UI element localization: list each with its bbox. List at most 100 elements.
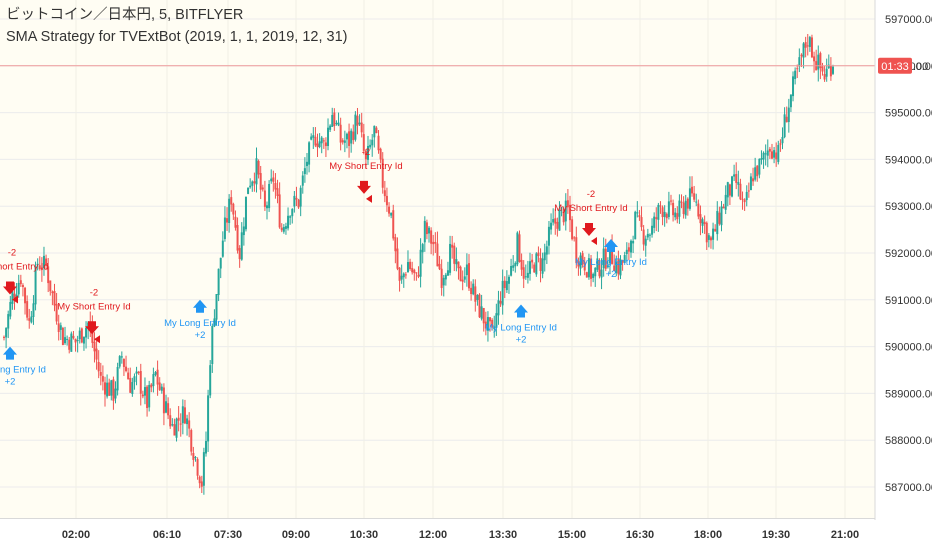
candle-body xyxy=(554,218,557,224)
candle-body xyxy=(770,151,773,159)
signal-qty: +2 xyxy=(195,330,206,341)
candle-body xyxy=(377,135,380,151)
candle-body xyxy=(794,70,797,80)
candle-body xyxy=(249,185,252,188)
candle-body xyxy=(699,214,702,224)
y-tick-label: 592000.00 xyxy=(885,248,932,260)
candle-body xyxy=(501,280,504,306)
candle-body xyxy=(731,176,734,197)
candle-body xyxy=(274,182,277,190)
candle-body xyxy=(59,325,62,330)
y-axis[interactable]: 597000.00596000.00595000.00594000.005930… xyxy=(885,14,932,494)
candle-body xyxy=(322,140,325,142)
candle-body xyxy=(137,371,140,373)
candle-body xyxy=(434,241,437,244)
price-tag-suffix: .00 xyxy=(913,61,928,73)
candle-body xyxy=(398,267,401,281)
signal-label: My Long Entry Id xyxy=(164,318,236,329)
candle-body xyxy=(602,248,605,269)
candle-body xyxy=(49,280,52,292)
candle-body xyxy=(103,382,106,395)
signal-qty: +2 xyxy=(606,269,617,280)
candle-body xyxy=(813,56,816,62)
candle-body xyxy=(375,127,378,134)
price-tag: 01:33 .00 xyxy=(878,57,928,74)
candle-body xyxy=(568,204,571,221)
entry-triangle-icon xyxy=(94,335,100,344)
candle-body xyxy=(143,387,146,396)
candle-body xyxy=(489,317,492,322)
candle-body xyxy=(446,270,449,276)
signal-label: My Long Entry Id xyxy=(485,322,557,333)
candle-body xyxy=(61,327,64,345)
chart-title: ビットコイン／日本円, 5, BITFLYER xyxy=(6,6,243,23)
candle-body xyxy=(188,420,191,429)
candle-body xyxy=(388,206,391,214)
candle-body xyxy=(293,195,296,207)
candle-body xyxy=(823,73,826,80)
candle-body xyxy=(524,276,527,278)
candle-body xyxy=(676,213,679,220)
candle-body xyxy=(499,300,502,304)
candle-body xyxy=(183,407,186,424)
signal-qty: -2 xyxy=(8,248,16,259)
candle-body xyxy=(560,207,563,209)
candle-body xyxy=(457,261,460,269)
candle-body xyxy=(634,211,637,240)
candle-body xyxy=(686,198,689,209)
candle-body xyxy=(556,221,559,229)
candle-body xyxy=(30,316,33,323)
x-axis[interactable]: 02:00 06:10 07:30 09:00 10:30 12:00 13:30 15:00… xyxy=(62,529,859,541)
candle-body xyxy=(333,112,336,126)
candle-body xyxy=(194,457,197,459)
candle-body xyxy=(301,175,304,186)
candle-body xyxy=(110,380,113,396)
candle-body xyxy=(297,199,300,208)
candle-body xyxy=(646,233,649,238)
candle-body xyxy=(543,252,546,261)
candle-body xyxy=(627,247,630,252)
signal-qty: -2 xyxy=(90,287,98,298)
y-tick-label: 589000.00 xyxy=(885,388,932,400)
candle-body xyxy=(430,230,433,244)
x-tick-label: 12:00 xyxy=(419,529,447,541)
candle-body xyxy=(238,248,241,260)
candle-body xyxy=(758,158,761,175)
candle-body xyxy=(550,222,553,230)
candle-body xyxy=(720,206,723,226)
candle-body xyxy=(775,152,778,160)
candle-body xyxy=(737,182,740,185)
candle-body xyxy=(480,306,483,319)
candle-body xyxy=(436,243,439,267)
candle-body xyxy=(680,201,683,203)
grid xyxy=(0,0,875,518)
candle-body xyxy=(99,372,102,376)
candle-body xyxy=(350,130,353,144)
candle-body xyxy=(223,217,226,239)
candle-body xyxy=(657,204,660,220)
candle-body xyxy=(316,143,319,148)
candle-body xyxy=(209,365,212,396)
candle-body xyxy=(331,114,334,127)
candle-body xyxy=(320,137,323,144)
candle-body xyxy=(482,308,485,324)
candle-body xyxy=(47,266,50,284)
candle-body xyxy=(752,178,755,182)
signal-label: My Short Entry Id xyxy=(57,301,130,312)
candle-body xyxy=(236,225,239,251)
candle-body xyxy=(409,261,412,269)
candle-body xyxy=(369,144,372,148)
candle-body xyxy=(718,212,721,224)
candle-body xyxy=(154,372,157,375)
candle-body xyxy=(276,188,279,197)
candle-body xyxy=(213,318,216,327)
candle-body xyxy=(766,150,769,156)
candle-body xyxy=(150,384,153,388)
candle-body xyxy=(507,276,510,284)
candle-body xyxy=(712,228,715,240)
candle-body xyxy=(200,481,203,487)
x-tick-label: 15:00 xyxy=(558,529,586,541)
candle-body xyxy=(453,245,456,264)
